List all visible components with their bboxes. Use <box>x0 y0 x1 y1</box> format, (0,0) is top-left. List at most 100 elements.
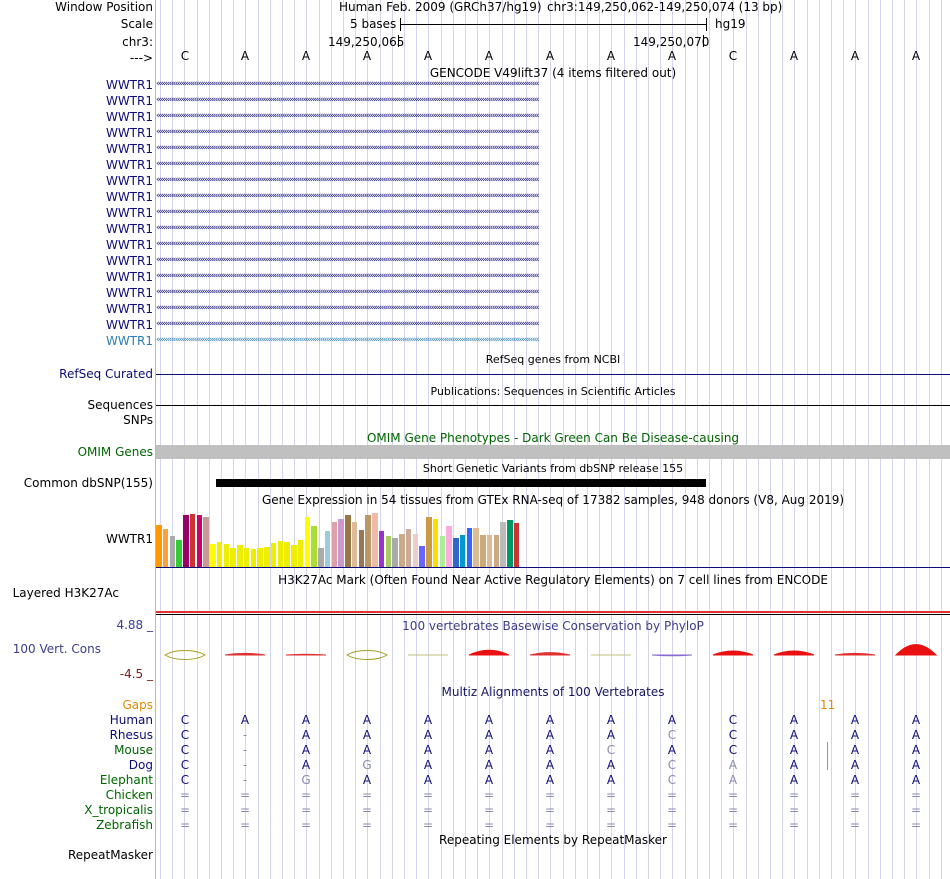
phylop-track[interactable] <box>156 635 950 675</box>
gtex-tissue-bar[interactable] <box>372 513 378 568</box>
gencode-transcript-label[interactable]: WWTR1 <box>105 318 153 332</box>
label-publications-sequences[interactable]: Sequences <box>87 398 153 412</box>
gtex-tissue-bar[interactable] <box>351 522 358 568</box>
gtex-tissue-bar[interactable] <box>176 540 182 568</box>
multiz-species-label[interactable]: Chicken <box>105 788 153 802</box>
label-strand-toggle[interactable]: ---> <box>129 51 153 65</box>
gencode-transcript-label[interactable]: WWTR1 <box>105 238 153 252</box>
gtex-tissue-bar[interactable] <box>169 536 175 568</box>
gtex-tissue-bar[interactable] <box>439 536 445 568</box>
gtex-tissue-bar[interactable] <box>311 526 317 568</box>
gencode-transcript-label[interactable]: WWTR1 <box>105 302 153 316</box>
gtex-tissue-bar[interactable] <box>405 529 412 568</box>
gencode-transcript-label[interactable]: WWTR1 <box>105 126 153 140</box>
gtex-tissue-bar[interactable] <box>432 519 439 568</box>
gtex-tissue-bar[interactable] <box>264 547 270 568</box>
gtex-tissue-bar[interactable] <box>189 514 196 568</box>
gtex-tissue-bar[interactable] <box>338 519 344 568</box>
gencode-transcript-intron[interactable]: ‹‹‹‹‹‹‹‹‹‹‹‹‹‹‹‹‹‹‹‹‹‹‹‹‹‹‹‹‹‹‹‹‹‹‹‹‹‹‹‹… <box>156 159 540 169</box>
multiz-species-label[interactable]: Mouse <box>114 743 153 757</box>
gtex-tissue-bar[interactable] <box>446 526 452 568</box>
gencode-transcript-intron[interactable]: ‹‹‹‹‹‹‹‹‹‹‹‹‹‹‹‹‹‹‹‹‹‹‹‹‹‹‹‹‹‹‹‹‹‹‹‹‹‹‹‹… <box>156 303 540 313</box>
gencode-transcript-label[interactable]: WWTR1 <box>105 158 153 172</box>
gtex-tissue-bar[interactable] <box>507 520 513 568</box>
label-window-position[interactable]: Window Position <box>55 0 153 14</box>
gtex-tissue-bar[interactable] <box>493 535 499 568</box>
label-common-dbsnp[interactable]: Common dbSNP(155) <box>23 476 153 490</box>
gencode-transcript-label[interactable]: WWTR1 <box>105 222 153 236</box>
gtex-tissue-bar[interactable] <box>385 536 391 568</box>
gtex-tissue-bar[interactable] <box>156 525 162 568</box>
omim-bar[interactable] <box>156 445 950 459</box>
gtex-tissue-bar[interactable] <box>216 542 223 568</box>
label-scale[interactable]: Scale <box>120 17 153 31</box>
gencode-transcript-label[interactable]: WWTR1 <box>105 142 153 156</box>
gtex-tissue-bar[interactable] <box>318 548 324 568</box>
gtex-tissue-bar[interactable] <box>284 542 290 568</box>
multiz-species-label[interactable]: Dog <box>128 758 153 772</box>
gencode-transcript-intron[interactable]: ‹‹‹‹‹‹‹‹‹‹‹‹‹‹‹‹‹‹‹‹‹‹‹‹‹‹‹‹‹‹‹‹‹‹‹‹‹‹‹‹… <box>156 175 540 185</box>
gencode-transcript-label[interactable]: WWTR1 <box>105 94 153 108</box>
gencode-transcript-intron[interactable]: ‹‹‹‹‹‹‹‹‹‹‹‹‹‹‹‹‹‹‹‹‹‹‹‹‹‹‹‹‹‹‹‹‹‹‹‹‹‹‹‹… <box>156 319 540 329</box>
label-layered-h3k27ac[interactable]: Layered H3K27Ac <box>12 586 119 600</box>
gtex-tissue-bar[interactable] <box>399 534 405 568</box>
gtex-tissue-bar[interactable] <box>196 515 202 568</box>
gtex-tissue-bar[interactable] <box>223 544 229 568</box>
label-100-vert-cons[interactable]: 100 Vert. Cons <box>12 642 101 656</box>
gtex-tissue-bar[interactable] <box>412 534 418 568</box>
multiz-species-label[interactable]: Human <box>109 713 153 727</box>
gtex-tissue-bar[interactable] <box>513 523 520 568</box>
gtex-tissue-bar[interactable] <box>480 535 486 568</box>
gtex-bar-chart[interactable] <box>156 508 556 568</box>
gtex-tissue-bar[interactable] <box>466 528 472 568</box>
gencode-transcript-intron[interactable]: ‹‹‹‹‹‹‹‹‹‹‹‹‹‹‹‹‹‹‹‹‹‹‹‹‹‹‹‹‹‹‹‹‹‹‹‹‹‹‹‹… <box>156 143 540 153</box>
gtex-tissue-bar[interactable] <box>378 531 385 568</box>
gtex-tissue-bar[interactable] <box>291 545 297 568</box>
gtex-tissue-bar[interactable] <box>230 548 236 568</box>
gencode-transcript-label[interactable]: WWTR1 <box>105 78 153 92</box>
gtex-tissue-bar[interactable] <box>453 538 459 568</box>
gencode-transcript-label[interactable]: WWTR1 <box>105 206 153 220</box>
gtex-tissue-bar[interactable] <box>203 517 209 568</box>
dbsnp-variant-bar[interactable] <box>216 479 706 487</box>
gencode-transcript-label[interactable]: WWTR1 <box>105 254 153 268</box>
gtex-tissue-bar[interactable] <box>365 515 371 568</box>
gencode-transcript-intron[interactable]: ‹‹‹‹‹‹‹‹‹‹‹‹‹‹‹‹‹‹‹‹‹‹‹‹‹‹‹‹‹‹‹‹‹‹‹‹‹‹‹‹… <box>156 191 540 201</box>
multiz-species-label[interactable]: X_tropicalis <box>84 803 153 817</box>
multiz-species-label[interactable]: Zebrafish <box>96 818 153 832</box>
gtex-tissue-bar[interactable] <box>277 541 283 568</box>
gtex-tissue-bar[interactable] <box>500 522 506 568</box>
multiz-species-label[interactable]: Rhesus <box>109 728 153 742</box>
gencode-transcript-label[interactable]: WWTR1 <box>105 190 153 204</box>
gencode-transcript-intron[interactable]: ‹‹‹‹‹‹‹‹‹‹‹‹‹‹‹‹‹‹‹‹‹‹‹‹‹‹‹‹‹‹‹‹‹‹‹‹‹‹‹‹… <box>156 111 540 121</box>
gencode-transcript-intron[interactable]: ‹‹‹‹‹‹‹‹‹‹‹‹‹‹‹‹‹‹‹‹‹‹‹‹‹‹‹‹‹‹‹‹‹‹‹‹‹‹‹‹… <box>156 335 540 345</box>
gtex-tissue-bar[interactable] <box>183 515 189 568</box>
gencode-transcript-intron[interactable]: ‹‹‹‹‹‹‹‹‹‹‹‹‹‹‹‹‹‹‹‹‹‹‹‹‹‹‹‹‹‹‹‹‹‹‹‹‹‹‹‹… <box>156 223 540 233</box>
gtex-tissue-bar[interactable] <box>210 544 216 568</box>
gtex-tissue-bar[interactable] <box>419 546 425 568</box>
gencode-transcript-intron[interactable]: ‹‹‹‹‹‹‹‹‹‹‹‹‹‹‹‹‹‹‹‹‹‹‹‹‹‹‹‹‹‹‹‹‹‹‹‹‹‹‹‹… <box>156 287 540 297</box>
gtex-tissue-bar[interactable] <box>162 529 169 568</box>
label-omim-genes[interactable]: OMIM Genes <box>77 445 153 459</box>
gtex-tissue-bar[interactable] <box>392 538 398 568</box>
label-gtex-gene[interactable]: WWTR1 <box>105 532 153 546</box>
gtex-tissue-bar[interactable] <box>257 548 263 568</box>
gencode-transcript-label[interactable]: WWTR1 <box>105 270 153 284</box>
gtex-tissue-bar[interactable] <box>304 517 310 568</box>
gtex-tissue-bar[interactable] <box>459 535 466 568</box>
label-repeatmasker[interactable]: RepeatMasker <box>67 848 153 862</box>
gtex-tissue-bar[interactable] <box>426 517 432 568</box>
gencode-transcript-intron[interactable]: ‹‹‹‹‹‹‹‹‹‹‹‹‹‹‹‹‹‹‹‹‹‹‹‹‹‹‹‹‹‹‹‹‹‹‹‹‹‹‹‹… <box>156 207 540 217</box>
gencode-transcript-intron[interactable]: ‹‹‹‹‹‹‹‹‹‹‹‹‹‹‹‹‹‹‹‹‹‹‹‹‹‹‹‹‹‹‹‹‹‹‹‹‹‹‹‹… <box>156 271 540 281</box>
gtex-tissue-bar[interactable] <box>243 548 250 568</box>
gtex-tissue-bar[interactable] <box>345 515 351 568</box>
gtex-tissue-bar[interactable] <box>237 545 243 568</box>
multiz-species-label[interactable]: Elephant <box>99 773 153 787</box>
gencode-transcript-intron[interactable]: ‹‹‹‹‹‹‹‹‹‹‹‹‹‹‹‹‹‹‹‹‹‹‹‹‹‹‹‹‹‹‹‹‹‹‹‹‹‹‹‹… <box>156 79 540 89</box>
gtex-tissue-bar[interactable] <box>331 522 337 568</box>
gencode-transcript-intron[interactable]: ‹‹‹‹‹‹‹‹‹‹‹‹‹‹‹‹‹‹‹‹‹‹‹‹‹‹‹‹‹‹‹‹‹‹‹‹‹‹‹‹… <box>156 239 540 249</box>
label-publications-snps[interactable]: SNPs <box>123 413 153 427</box>
gtex-tissue-bar[interactable] <box>486 535 493 568</box>
gencode-transcript-intron[interactable]: ‹‹‹‹‹‹‹‹‹‹‹‹‹‹‹‹‹‹‹‹‹‹‹‹‹‹‹‹‹‹‹‹‹‹‹‹‹‹‹‹… <box>156 127 540 137</box>
